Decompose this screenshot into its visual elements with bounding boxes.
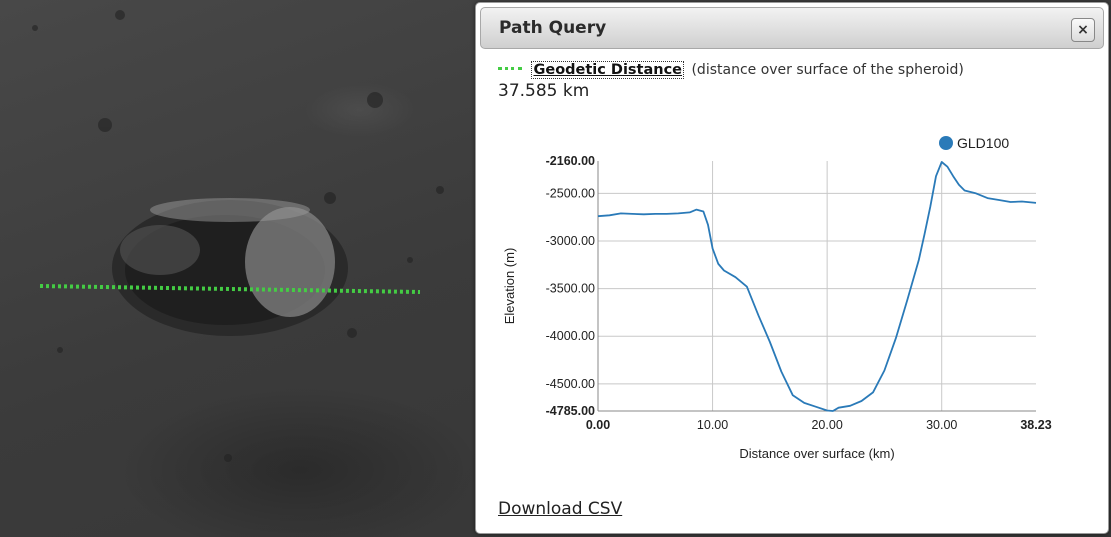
series-line-gld100 xyxy=(597,161,1037,412)
distance-row: Geodetic Distance (distance over surface… xyxy=(498,61,964,79)
dotted-line-icon xyxy=(498,66,522,70)
chart-legend[interactable]: GLD100 xyxy=(939,135,1009,151)
y-tick-label: -3500.00 xyxy=(546,282,595,296)
chart-series xyxy=(597,161,1037,412)
x-tick-label: 38.23 xyxy=(1020,418,1051,432)
close-button[interactable]: × xyxy=(1071,18,1095,42)
panel-header: Path Query × xyxy=(480,7,1104,49)
y-tick-label: -2500.00 xyxy=(546,186,595,200)
legend-label: GLD100 xyxy=(957,135,1009,151)
x-tick-label: 20.00 xyxy=(811,418,842,432)
download-csv-link[interactable]: Download CSV xyxy=(498,499,623,519)
y-tick-label: -4000.00 xyxy=(546,329,595,343)
elevation-profile-chart: -2160.00 -2500.00 -3000.00 -3500.00 -4000.00… xyxy=(502,135,1052,461)
x-tick-label: 0.00 xyxy=(586,418,610,432)
y-tick-label: -4785.00 xyxy=(546,404,595,418)
y-tick-label: -3000.00 xyxy=(546,234,595,248)
geodetic-distance-label[interactable]: Geodetic Distance xyxy=(531,61,685,79)
x-axis-title: Distance over surface (km) xyxy=(739,446,894,461)
crater xyxy=(112,198,348,336)
path-query-panel: Path Query × Geodetic Distance (distance… xyxy=(475,2,1109,534)
distance-value: 37.585 km xyxy=(498,81,590,101)
chart-axes: -2160.00 -2500.00 -3000.00 -3500.00 -4000.00… xyxy=(546,154,1052,432)
y-tick-label: -2160.00 xyxy=(546,154,595,168)
legend-dot-icon xyxy=(939,136,953,150)
panel-title: Path Query xyxy=(499,18,607,38)
y-axis-title: Elevation (m) xyxy=(502,248,517,325)
distance-description: (distance over surface of the spheroid) xyxy=(691,62,964,78)
small-craters xyxy=(32,10,444,462)
x-tick-label: 10.00 xyxy=(697,418,728,432)
close-icon: × xyxy=(1077,22,1089,38)
x-tick-label: 30.00 xyxy=(926,418,957,432)
chart-grid xyxy=(598,161,1036,411)
y-tick-label: -4500.00 xyxy=(546,377,595,391)
